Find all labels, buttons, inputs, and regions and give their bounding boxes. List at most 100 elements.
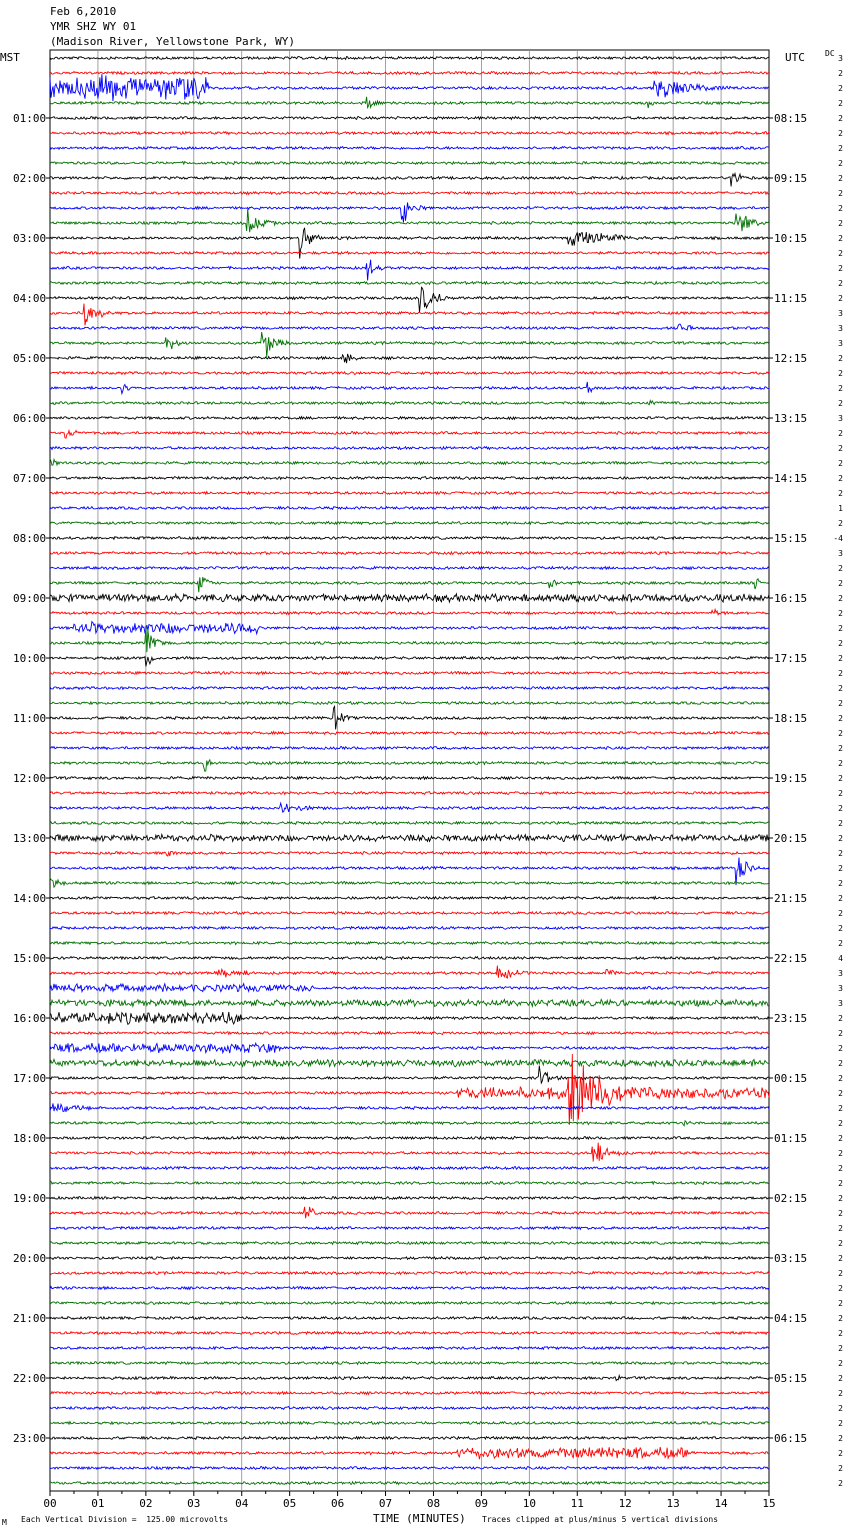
- utc-hour-label: 21:15: [774, 892, 807, 905]
- dc-offset-value: 2: [838, 1119, 843, 1128]
- dc-offset-value: 1: [838, 504, 843, 513]
- dc-offset-value: 2: [838, 924, 843, 933]
- seismic-trace: [49, 895, 770, 901]
- seismic-trace: [49, 1195, 770, 1201]
- x-tick-label: 11: [571, 1497, 584, 1510]
- seismic-trace: [49, 1465, 770, 1471]
- utc-hour-label: 20:15: [774, 832, 807, 845]
- dc-offset-value: 2: [838, 1104, 843, 1113]
- seismic-trace: [49, 1053, 770, 1125]
- mst-hour-label: 17:00: [13, 1072, 46, 1085]
- seismic-trace: [49, 550, 770, 556]
- seismic-trace: [49, 160, 770, 166]
- dc-offset-value: 2: [838, 474, 843, 483]
- mst-hour-label: 04:00: [13, 292, 46, 305]
- dc-offset-value: 2: [838, 144, 843, 153]
- mst-hour-label: 21:00: [13, 1312, 46, 1325]
- dc-offset-value: 3: [838, 54, 843, 63]
- seismic-trace: [49, 55, 770, 61]
- dc-offset-value: 3: [838, 414, 843, 423]
- dc-offset-value: 2: [838, 159, 843, 168]
- seismic-trace: [49, 208, 770, 233]
- seismic-trace: [49, 74, 770, 102]
- dc-offset-value: 2: [838, 909, 843, 918]
- dc-offset-value: 3: [838, 309, 843, 318]
- mst-hour-label: 08:00: [13, 532, 46, 545]
- utc-hour-label: 14:15: [774, 472, 807, 485]
- x-tick-label: 05: [283, 1497, 296, 1510]
- dc-offset-value: 2: [838, 879, 843, 888]
- dc-offset-value: 2: [838, 369, 843, 378]
- seismic-trace: [49, 535, 770, 541]
- mst-hour-label: 13:00: [13, 832, 46, 845]
- dc-offset-value: 3: [838, 984, 843, 993]
- mst-hour-label: 16:00: [13, 1012, 46, 1025]
- dc-offset-value: 2: [838, 1089, 843, 1098]
- dc-offset-value: 2: [838, 69, 843, 78]
- seismic-trace: [49, 190, 770, 196]
- dc-offset-value: 2: [838, 1014, 843, 1023]
- dc-offset-value: 2: [838, 1404, 843, 1413]
- dc-offset-value: 2: [838, 354, 843, 363]
- seismic-trace: [49, 520, 770, 526]
- dc-offset-value: 2: [838, 579, 843, 588]
- chart-station: YMR SHZ WY 01: [50, 20, 137, 33]
- utc-hour-label: 00:15: [774, 1072, 807, 1085]
- dc-offset-value: 2: [838, 84, 843, 93]
- dc-offset-value: 3: [838, 339, 843, 348]
- seismic-trace: [49, 1446, 770, 1460]
- seismic-trace: [49, 227, 770, 259]
- dc-offset-value: 2: [838, 234, 843, 243]
- seismic-trace: [49, 457, 770, 467]
- dc-offset-value: 2: [838, 519, 843, 528]
- dc-offset-value: 2: [838, 444, 843, 453]
- utc-hour-label: 18:15: [774, 712, 807, 725]
- seismic-trace: [50, 1435, 770, 1441]
- seismic-trace: [49, 323, 770, 331]
- utc-hour-label: 05:15: [774, 1372, 807, 1385]
- seismic-trace: [49, 857, 770, 886]
- dc-offset-value: 2: [838, 99, 843, 108]
- x-tick-label: 13: [667, 1497, 680, 1510]
- seismic-trace: [49, 1058, 770, 1069]
- dc-offset-value: 2: [838, 699, 843, 708]
- dc-offset-value: 2: [838, 684, 843, 693]
- dc-offset-value: 2: [838, 774, 843, 783]
- dc-offset-value: 2: [838, 249, 843, 258]
- dc-offset-value: 2: [838, 294, 843, 303]
- mst-hour-label: 02:00: [13, 172, 46, 185]
- seismic-trace: [49, 332, 770, 358]
- mst-hour-label: 22:00: [13, 1372, 46, 1385]
- dc-offset-value: 2: [838, 1149, 843, 1158]
- mst-hour-label: 14:00: [13, 892, 46, 905]
- mst-hour-label: 05:00: [13, 352, 46, 365]
- dc-offset-value: 2: [838, 204, 843, 213]
- utc-hour-label: 19:15: [774, 772, 807, 785]
- dc-offset-value: 2: [838, 174, 843, 183]
- dc-offset-value: 2: [838, 1044, 843, 1053]
- mst-hour-label: 07:00: [13, 472, 46, 485]
- seismic-trace: [49, 775, 770, 781]
- dc-offset-value: -4: [833, 534, 843, 543]
- dc-offset-value: 2: [838, 1209, 843, 1218]
- utc-hour-label: 12:15: [774, 352, 807, 365]
- x-tick-label: 03: [187, 1497, 200, 1510]
- seismic-trace: [49, 1360, 770, 1366]
- dc-offset-value: 2: [838, 1419, 843, 1428]
- right-zone-label: UTC: [785, 51, 805, 64]
- dc-offset-value: 2: [838, 1194, 843, 1203]
- dc-offset-value: 2: [838, 1329, 843, 1338]
- dc-offset-value: 2: [838, 1134, 843, 1143]
- dc-offset-value: 2: [838, 219, 843, 228]
- dc-offset-value: 2: [838, 429, 843, 438]
- seismic-trace: [49, 607, 770, 616]
- dc-offset-value: 2: [838, 279, 843, 288]
- seismic-trace: [49, 1011, 770, 1025]
- dc-offset-value: 2: [838, 864, 843, 873]
- seismic-trace: [49, 1390, 770, 1396]
- dc-offset-value: 2: [838, 624, 843, 633]
- dc-offset-value: 2: [838, 894, 843, 903]
- dc-offset-value: 2: [838, 1479, 843, 1488]
- x-tick-label: 09: [475, 1497, 488, 1510]
- seismic-trace: [49, 565, 770, 571]
